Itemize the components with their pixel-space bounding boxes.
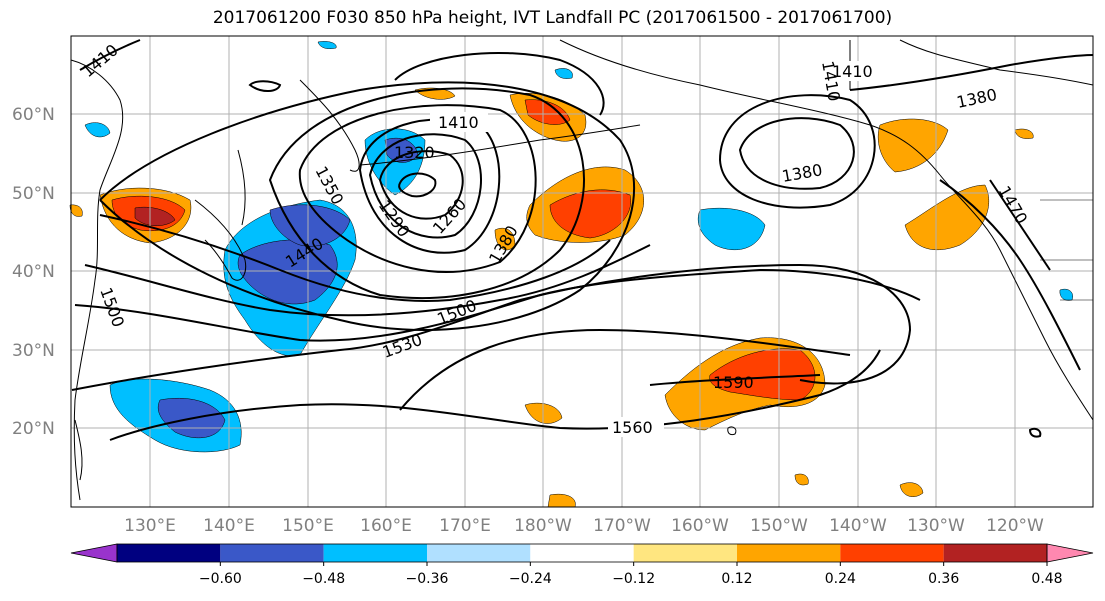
colorbar-segment [633, 544, 737, 562]
lon-label: 120°W [986, 516, 1044, 536]
ivt-positive-region [899, 482, 924, 497]
contour-west-1410 [79, 39, 141, 71]
contour-small-high [248, 80, 282, 92]
lon-label: 160°E [360, 516, 412, 536]
lon-label: 150°W [750, 516, 808, 536]
colorbar-outline [116, 543, 1048, 563]
height-contours [71, 39, 1094, 441]
colorbar [70, 543, 1094, 563]
lat-label: 60°N [12, 105, 55, 125]
coastline-japan [194, 199, 247, 281]
graticule [71, 36, 1093, 507]
coastline-philippines [74, 419, 83, 481]
colorbar-segment [220, 544, 324, 562]
colorbar-tick-label: 0.24 [825, 571, 856, 587]
coastlines [70, 39, 1094, 501]
contour-label: 1590 [713, 373, 754, 392]
contour-north-1410 [394, 52, 605, 116]
colorbar-extend-high [1046, 543, 1094, 563]
contour-1320 [358, 118, 501, 254]
contour-1530 [71, 263, 912, 391]
longitude-labels: 130°E 140°E 150°E 160°E 170°E 180°W 170°… [124, 516, 1044, 536]
contour-small-high-2 [1028, 427, 1042, 438]
colorbar-segment [117, 544, 221, 562]
ivt-positive-region [794, 473, 809, 486]
coastline-kamchatka [299, 79, 360, 172]
colorbar-tick-label: 0.36 [928, 571, 959, 587]
coastline-north-america [939, 174, 1094, 421]
colorbar-extend-low [70, 543, 118, 563]
lat-label: 40°N [12, 262, 55, 282]
contour-1260 [368, 133, 482, 239]
ivt-negative-region [554, 68, 573, 79]
colorbar-tick-label: −0.12 [612, 571, 655, 587]
lon-label: 170°E [439, 516, 491, 536]
contour-label: 1560 [612, 418, 653, 437]
colorbar-segment [737, 544, 841, 562]
lat-label: 20°N [12, 419, 55, 439]
contour-low-center [398, 172, 437, 198]
ivt-positive-region [549, 189, 632, 239]
contour-east-coast [939, 179, 1081, 371]
lon-label: 160°W [671, 516, 729, 536]
colorbar-segment [943, 544, 1047, 562]
colorbar-tick-label: −0.48 [302, 571, 345, 587]
contour-high-alaska [738, 117, 855, 190]
lon-label: 170°W [593, 516, 651, 536]
contour-1440 [99, 214, 611, 302]
ivt-negative-region [697, 207, 766, 251]
colorbar-tick-label: −0.60 [199, 571, 242, 587]
colorbar-tick-label: −0.24 [509, 571, 552, 587]
coastline-hawaii [727, 426, 737, 436]
ivt-negative-region [317, 41, 337, 49]
ivt-positive-region [1014, 128, 1034, 139]
contour-1560 [109, 349, 881, 441]
colorbar-tick-label: 0.12 [721, 571, 752, 587]
lat-label: 30°N [12, 341, 55, 361]
contour-east-coast-2 [989, 179, 1051, 271]
colorbar-tick-label: −0.36 [406, 571, 449, 587]
colorbar-segment [323, 544, 427, 562]
lon-label: 130°E [124, 516, 176, 536]
map-frame [70, 35, 1094, 508]
colorbar-tick-label: 0.48 [1031, 571, 1062, 587]
contour-1410-a [99, 81, 635, 331]
lon-label: 180°W [514, 516, 572, 536]
lat-label: 50°N [12, 184, 55, 204]
state-borders [1040, 199, 1093, 301]
contour-high-alaska-outer [718, 94, 876, 209]
lon-label: 140°W [829, 516, 887, 536]
map-title: 2017061200 F030 850 hPa height, IVT Land… [212, 8, 893, 28]
coastline-asia [70, 59, 124, 501]
contour-label: 1410 [438, 113, 479, 132]
coastline-aleutians [359, 124, 641, 166]
ivt-positive-region [877, 118, 949, 173]
lon-label: 130°W [907, 516, 965, 536]
ivt-negative-region [84, 122, 111, 138]
contour-1290 [378, 150, 464, 220]
colorbar-segment [840, 544, 944, 562]
contour-1380-a [268, 87, 585, 299]
contour-1380-east [849, 54, 1094, 91]
colorbar-ticks: −0.60 −0.48 −0.36 −0.24 −0.12 0.12 0.24 0.36 0.4… [199, 562, 1063, 587]
contour-ridge-east [399, 328, 851, 411]
lon-label: 140°E [203, 516, 255, 536]
latitude-labels: 60°N 50°N 40°N 30°N 20°N [12, 105, 55, 439]
coastline-sakhalin [237, 149, 246, 226]
contour-1590 [649, 374, 821, 386]
lon-label: 150°E [282, 516, 334, 536]
colorbar-segment [530, 544, 634, 562]
contour-1350 [298, 104, 537, 273]
colorbar-segment [427, 544, 531, 562]
contour-label: 1320 [394, 143, 435, 162]
contour-1470 [84, 244, 651, 317]
contour-label: 1410 [832, 62, 873, 81]
